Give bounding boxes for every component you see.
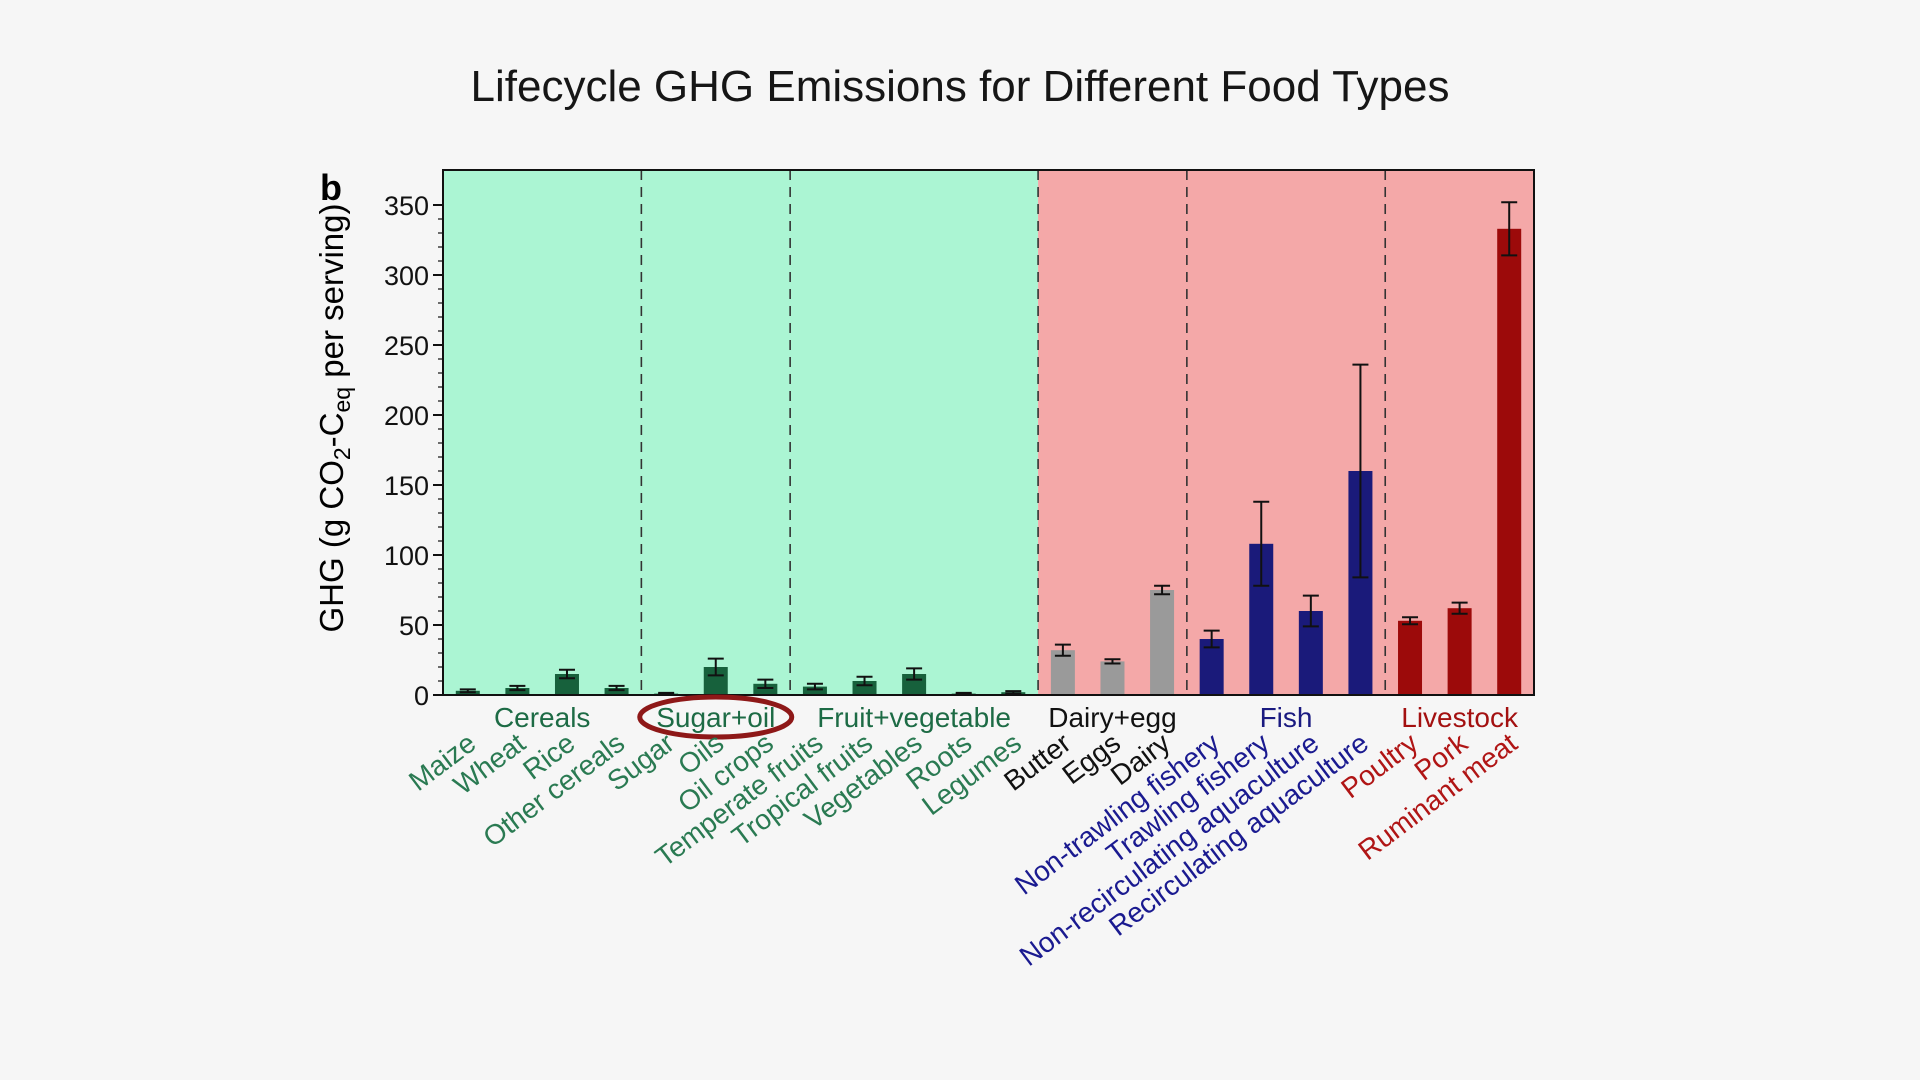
bar-oil-crops <box>753 683 778 695</box>
y-axis-label-sub1: 2 <box>329 447 355 460</box>
bar-wheat <box>505 688 530 695</box>
group-label-fish: Fish <box>1260 702 1313 733</box>
y-ticks: 0 50 100 150 200 250 300 350 <box>384 191 443 711</box>
bar-other-cereals <box>604 688 629 695</box>
axes <box>442 169 1535 696</box>
bar-poultry <box>1398 620 1423 695</box>
plot-frame <box>442 169 1535 696</box>
bar-temperate-fruits <box>802 686 827 695</box>
y-tick-label: 100 <box>384 541 429 571</box>
bars <box>455 228 1522 696</box>
bar-butter <box>1050 650 1075 695</box>
y-tick-label: 0 <box>414 681 429 711</box>
y-axis-label-sub2: eq <box>329 387 355 413</box>
highlight-circle <box>637 694 795 740</box>
slide-title: Lifecycle GHG Emissions for Different Fo… <box>470 62 1450 111</box>
bar-rice <box>554 674 579 695</box>
bar-eggs <box>1100 661 1125 695</box>
group-label-livestock: Livestock <box>1401 702 1519 733</box>
y-tick-label: 150 <box>384 471 429 501</box>
group-separators <box>640 170 1387 695</box>
bar-dairy <box>1150 590 1175 695</box>
y-tick-label: 350 <box>384 191 429 221</box>
y-tick-label: 50 <box>399 611 429 641</box>
group-label-cereals: Cereals <box>494 702 590 733</box>
y-axis-label-main: GHG (g CO <box>313 460 350 632</box>
y-tick-label: 250 <box>384 331 429 361</box>
group-labels: Cereals Sugar+oil Fruit+vegetable Dairy+egg… <box>494 694 1519 740</box>
y-tick-label: 200 <box>384 401 429 431</box>
group-label-sugar-oil: Sugar+oil <box>656 702 775 733</box>
y-axis-label-mid: -C <box>313 413 350 448</box>
panel-label: b <box>320 167 342 208</box>
animal-based-region <box>1038 170 1534 695</box>
group-label-fruit-vegetable: Fruit+vegetable <box>817 702 1011 733</box>
bar-pork <box>1447 608 1472 695</box>
y-axis-label-tail: per serving) <box>313 204 350 387</box>
plant-based-region <box>443 170 1039 695</box>
y-tick-label: 300 <box>384 261 429 291</box>
y-axis-label: GHG (g CO2-Ceq per serving) <box>313 204 355 633</box>
bar-ruminant-meat <box>1497 228 1522 696</box>
group-label-dairy-egg: Dairy+egg <box>1048 702 1176 733</box>
error-bars <box>459 201 1518 696</box>
